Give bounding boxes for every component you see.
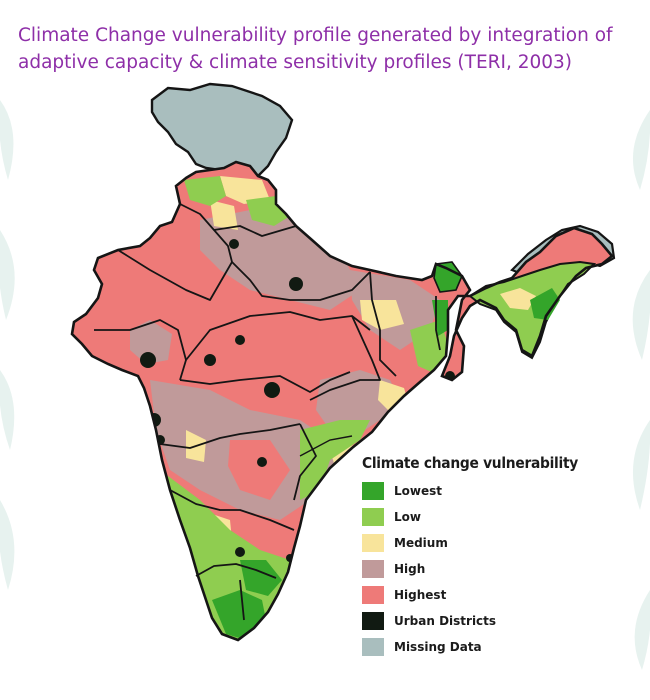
legend-item-medium: Medium bbox=[362, 530, 632, 556]
map-title-line-2: adaptive capacity & climate sensitivity … bbox=[18, 52, 572, 73]
region-missing-data-north bbox=[150, 82, 294, 178]
legend-title: Climate change vulnerability bbox=[362, 454, 579, 472]
legend-swatch bbox=[362, 586, 384, 604]
legend-label: Missing Data bbox=[394, 640, 482, 654]
legend-label: Urban Districts bbox=[394, 614, 497, 628]
background-pattern bbox=[0, 100, 650, 670]
legend-label: Lowest bbox=[394, 484, 442, 498]
legend-swatch bbox=[362, 612, 384, 630]
map-title: Climate Change vulnerability profile gen… bbox=[18, 22, 643, 76]
legend-item-urban-districts: Urban Districts bbox=[362, 608, 632, 634]
legend-item-highest: Highest bbox=[362, 582, 632, 608]
legend-label: Highest bbox=[394, 588, 447, 602]
legend-label: High bbox=[394, 562, 426, 576]
map-title-line-1: Climate Change vulnerability profile gen… bbox=[18, 25, 613, 46]
legend-swatch bbox=[362, 508, 384, 526]
legend-swatch bbox=[362, 482, 384, 500]
legend-item-high: High bbox=[362, 556, 632, 582]
legend-swatch bbox=[362, 560, 384, 578]
map-legend: Climate change vulnerability Lowest Low Me… bbox=[362, 454, 632, 660]
legend-label: Medium bbox=[394, 536, 448, 550]
legend-swatch bbox=[362, 638, 384, 656]
legend-label: Low bbox=[394, 510, 421, 524]
legend-swatch bbox=[362, 534, 384, 552]
legend-item-low: Low bbox=[362, 504, 632, 530]
legend-item-lowest: Lowest bbox=[362, 478, 632, 504]
legend-item-missing-data: Missing Data bbox=[362, 634, 632, 660]
